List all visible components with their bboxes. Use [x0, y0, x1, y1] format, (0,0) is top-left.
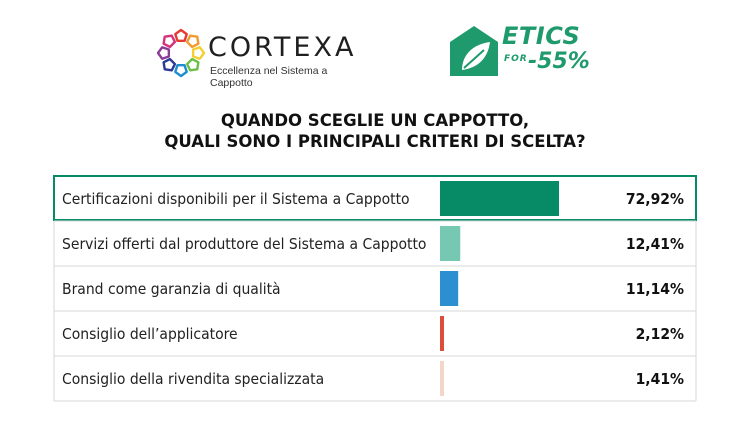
bar — [440, 226, 461, 261]
cortexa-ring-segment — [162, 34, 177, 49]
bar — [440, 361, 444, 396]
etics-logo: ETICS FOR -55% — [448, 22, 590, 84]
category-label: Servizi offerti dal produttore del Siste… — [62, 235, 426, 253]
chart-row: Consiglio della rivendita specializzata 1… — [54, 355, 696, 396]
chart-title-line-2: QUALI SONO I PRINCIPALI CRITERI DI SCELT… — [164, 132, 586, 151]
highlight-frame — [53, 175, 697, 221]
cortexa-tagline: Eccellenza nel Sistema a Cappotto — [210, 65, 328, 89]
cortexa-wordmark: CORTEXA — [208, 32, 357, 63]
cortexa-ring-segment — [156, 46, 171, 60]
cortexa-ring-segment — [162, 57, 177, 72]
category-label: Certificazioni disponibili per il Sistem… — [62, 190, 410, 208]
bar — [440, 181, 559, 216]
chart-row: Certificazioni disponibili per il Sistem… — [53, 175, 697, 221]
cortexa-ring-segment — [185, 34, 200, 49]
logo-header: CORTEXA Eccellenza nel Sistema a Cappott… — [0, 22, 750, 89]
chart-title-line-1: QUANDO SCEGLIE UN CAPPOTTO, — [220, 111, 530, 130]
chart-row: Servizi offerti dal produttore del Siste… — [54, 220, 696, 261]
cortexa-ring-segment — [174, 28, 188, 43]
category-label: Consiglio della rivendita specializzata — [62, 370, 324, 388]
value-label: 1,41% — [636, 370, 684, 388]
cortexa-ring-segment — [185, 57, 200, 72]
chart-row: Brand come garanzia di qualità 11,14% — [54, 265, 696, 306]
value-label: 11,14% — [626, 280, 684, 298]
cortexa-ring-icon — [156, 28, 206, 78]
cortexa-ring-segment — [191, 46, 206, 60]
bar — [440, 316, 444, 351]
cortexa-logo: CORTEXA Eccellenza nel Sistema a Cappott… — [156, 28, 366, 89]
chart-row: Consiglio dell’applicatore 2,12% — [54, 310, 696, 351]
etics-for-label: FOR — [504, 54, 528, 64]
etics-percentage: -55% — [528, 49, 590, 74]
house-leaf-icon — [450, 26, 498, 76]
category-label: Consiglio dell’applicatore — [62, 325, 238, 343]
bar — [440, 271, 459, 306]
value-label: 12,41% — [626, 235, 684, 253]
value-label: 72,92% — [626, 190, 684, 208]
chart-title: QUANDO SCEGLIE UN CAPPOTTO, QUALI SONO I… — [0, 110, 750, 152]
value-label: 2,12% — [636, 325, 684, 343]
cortexa-ring-segment — [174, 63, 188, 78]
etics-wordmark: ETICS — [502, 22, 581, 50]
category-label: Brand come garanzia di qualità — [62, 280, 281, 298]
